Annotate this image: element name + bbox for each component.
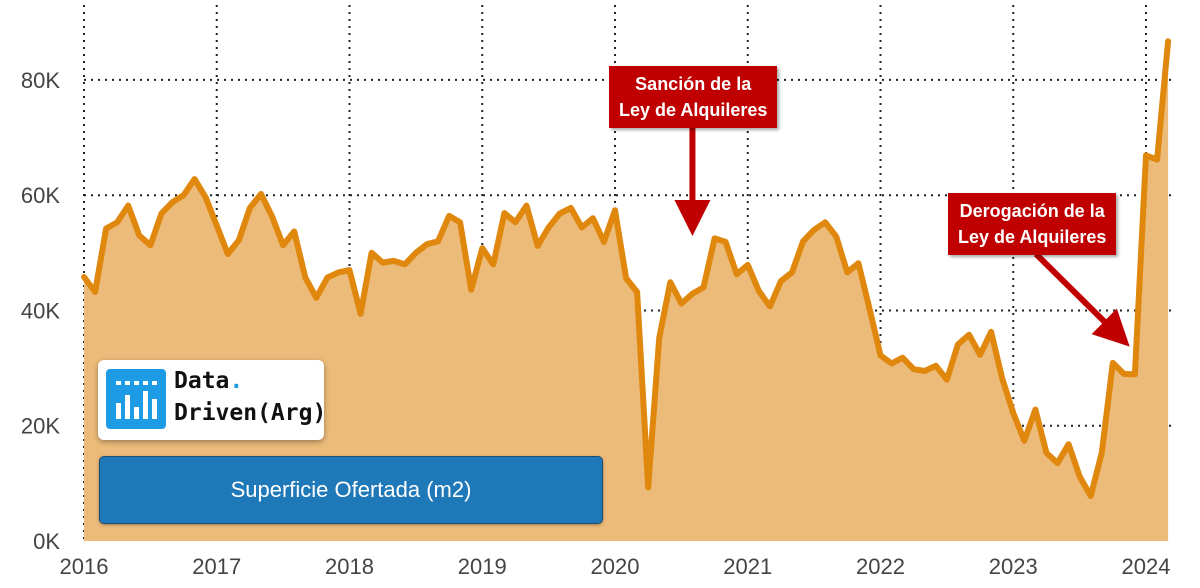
y-tick-label: 40K (21, 298, 60, 323)
annotation-sancion-line1: Sanción de la (635, 74, 752, 94)
series-selector-label: Superficie Ofertada (m2) (230, 477, 472, 502)
x-tick-label: 2016 (60, 554, 109, 579)
logo: Data. Driven(Arg) (98, 360, 327, 440)
x-tick-label: 2020 (591, 554, 640, 579)
x-tick-label: 2021 (723, 554, 772, 579)
y-tick-label: 60K (21, 183, 60, 208)
annotation-derogacion-line2: Ley de Alquileres (958, 227, 1107, 247)
y-tick-label: 80K (21, 68, 60, 93)
x-tick-label: 2017 (192, 554, 241, 579)
logo-text-driven: Driven(Arg) (174, 400, 327, 426)
annotation-derogacion-line1: Derogación de la (959, 201, 1105, 221)
logo-dot: . (229, 368, 244, 394)
y-axis: 0K 20K 40K 60K 80K (21, 68, 60, 554)
annotation-arrow-derogacion (1033, 251, 1130, 347)
x-tick-label: 2022 (856, 554, 905, 579)
x-tick-label: 2024 (1122, 554, 1171, 579)
x-axis: 2016 2017 2018 2019 2020 2021 2022 2023 2024 (60, 554, 1171, 579)
area-fill (84, 41, 1169, 542)
series-line (81, 38, 1172, 499)
logo-word: Data (174, 368, 230, 394)
y-tick-label: 0K (33, 529, 60, 554)
annotation-sancion-line2: Ley de Alquileres (619, 100, 768, 120)
x-tick-label: 2019 (458, 554, 507, 579)
series-selector-button[interactable]: Superficie Ofertada (m2) (99, 456, 603, 524)
annotation-derogacion: Derogación de la Ley de Alquileres (948, 193, 1117, 255)
x-tick-label: 2023 (989, 554, 1038, 579)
y-tick-label: 20K (21, 414, 60, 439)
annotation-sancion: Sanción de la Ley de Alquileres (609, 66, 778, 128)
logo-text-data: Data. (174, 368, 243, 394)
x-tick-label: 2018 (325, 554, 374, 579)
bar-chart-icon (106, 369, 166, 429)
